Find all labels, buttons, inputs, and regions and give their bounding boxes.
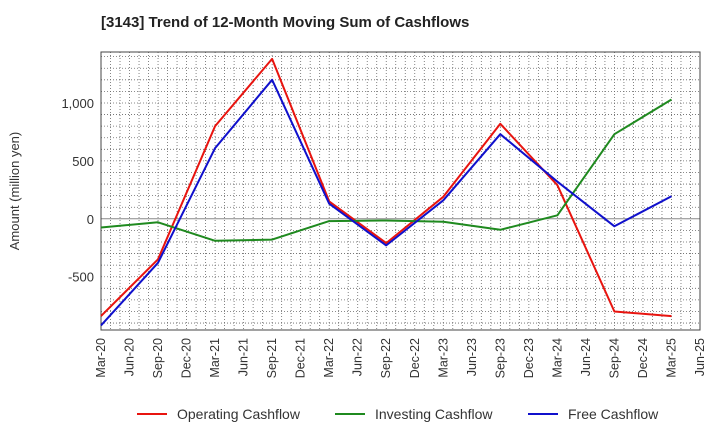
chart-title: [3143] Trend of 12-Month Moving Sum of C…: [101, 14, 470, 31]
x-tick-label: Jun-21: [237, 338, 251, 376]
plot-frame: [100, 51, 701, 331]
x-tick-label: Sep-21: [265, 338, 279, 378]
legend-item-operating-cashflow: Operating Cashflow: [137, 406, 301, 422]
legend-label: Free Cashflow: [568, 406, 659, 422]
legend-item-investing-cashflow: Investing Cashflow: [335, 406, 493, 422]
x-tick-label: Mar-21: [208, 338, 222, 378]
x-tick-label: Mar-24: [550, 338, 564, 378]
series-line-free-cashflow: [100, 78, 672, 327]
x-tick-label: Sep-24: [607, 338, 621, 378]
legend-label: Operating Cashflow: [177, 406, 301, 422]
series-line-operating-cashflow: [100, 57, 672, 318]
x-tick-label: Mar-20: [94, 338, 108, 378]
x-tick-label: Jun-24: [579, 338, 593, 376]
y-tick-label: 1,000: [61, 96, 94, 111]
x-tick-label: Jun-25: [693, 338, 707, 376]
x-tick-label: Dec-22: [408, 338, 422, 378]
x-tick-label: Dec-24: [636, 338, 650, 378]
x-tick-label: Dec-21: [294, 338, 308, 378]
y-tick-label: -500: [68, 270, 94, 285]
x-tick-label: Jun-20: [123, 338, 137, 376]
x-tick-label: Jun-23: [465, 338, 479, 376]
legend-item-free-cashflow: Free Cashflow: [528, 406, 659, 422]
x-tick-label: Mar-22: [322, 338, 336, 378]
y-axis-label: Amount (million yen): [7, 132, 22, 251]
legend-label: Investing Cashflow: [375, 406, 493, 422]
series-line-investing-cashflow: [100, 98, 673, 242]
x-tick-label: Sep-22: [379, 338, 393, 378]
x-tick-label: Mar-23: [436, 338, 450, 378]
plot-area: [101, 52, 700, 330]
x-tick-label: Sep-23: [493, 338, 507, 378]
x-tick-label: Dec-23: [522, 338, 536, 378]
y-tick-label: 500: [72, 154, 94, 169]
grid-lines: [100, 52, 701, 330]
x-tick-label: Jun-22: [351, 338, 365, 376]
x-tick-label: Mar-25: [664, 338, 678, 378]
y-tick-label: 0: [87, 212, 94, 227]
x-tick-label: Sep-20: [151, 338, 165, 378]
x-tick-label: Dec-20: [180, 338, 194, 378]
